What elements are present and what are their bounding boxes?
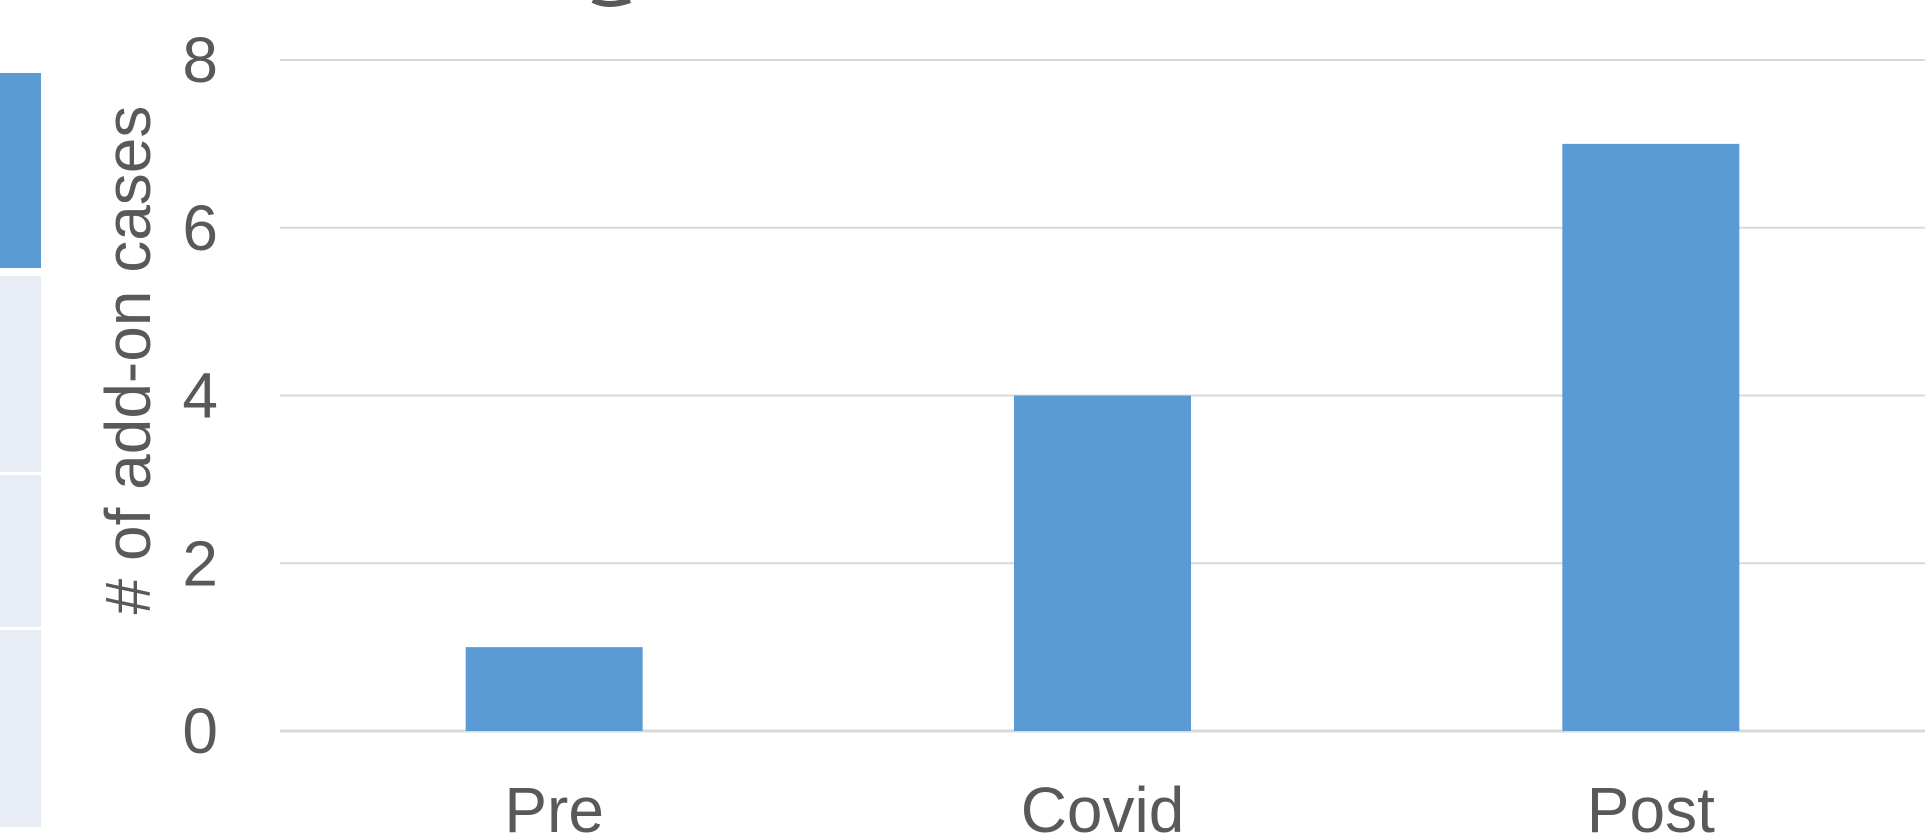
y-tick-label: 8 <box>182 24 218 96</box>
clipped-title-fragment <box>591 0 632 7</box>
y-tick-label: 6 <box>182 192 218 264</box>
left-side-strip <box>0 73 41 827</box>
bar-covid <box>1014 395 1191 731</box>
bars <box>465 143 1740 731</box>
side-strip-segment-dark <box>0 73 41 268</box>
y-tick-label: 0 <box>182 695 218 767</box>
bar-pre <box>465 647 643 731</box>
y-axis-title: # of add-on cases <box>92 106 164 615</box>
side-strip-segment-light <box>0 475 41 627</box>
x-category-label: Pre <box>504 774 604 833</box>
x-axis-categories: Pre Covid Post <box>504 774 1715 838</box>
y-tick-label: 4 <box>182 360 218 432</box>
side-strip-segment-light <box>0 630 41 827</box>
x-category-label: Post <box>1587 774 1715 833</box>
side-strip-segment-light <box>0 276 41 472</box>
x-category-label: Covid <box>1021 774 1185 833</box>
y-axis-ticks: 0 2 4 6 8 <box>182 24 218 767</box>
y-tick-label: 2 <box>182 527 218 599</box>
bar-post <box>1562 143 1740 731</box>
